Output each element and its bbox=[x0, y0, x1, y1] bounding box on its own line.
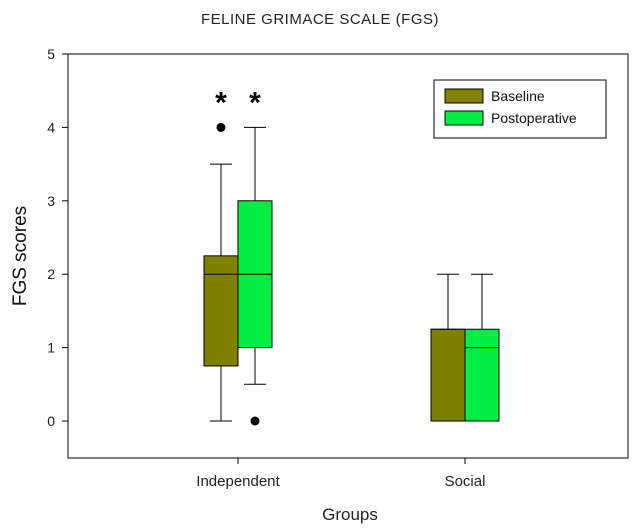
legend-label-baseline: Baseline bbox=[491, 88, 545, 104]
annotations: * * bbox=[215, 86, 261, 119]
x-tick-label: Independent bbox=[196, 473, 280, 490]
y-tick-label: 5 bbox=[47, 46, 55, 62]
x-axis: Independent Social bbox=[196, 458, 485, 490]
y-axis: 0 1 2 3 4 5 bbox=[47, 46, 68, 429]
box-iqr bbox=[464, 328, 500, 422]
x-tick-label: Social bbox=[445, 473, 486, 490]
box-iqr bbox=[430, 328, 466, 422]
significance-star: * bbox=[215, 86, 227, 119]
legend-swatch-baseline bbox=[444, 88, 484, 104]
box-postoperative-independent bbox=[237, 126, 273, 426]
y-tick-label: 4 bbox=[47, 119, 55, 135]
y-tick-label: 0 bbox=[47, 413, 55, 429]
legend-swatch-postoperative bbox=[444, 110, 484, 126]
plot-frame bbox=[67, 53, 629, 459]
box-baseline-independent bbox=[203, 122, 239, 422]
y-tick-label: 3 bbox=[47, 193, 55, 209]
y-axis-title: FGS scores bbox=[10, 206, 31, 306]
significance-star: * bbox=[249, 86, 261, 119]
outlier-point bbox=[216, 122, 226, 132]
box-postoperative-social bbox=[464, 273, 500, 422]
x-axis-title: Groups bbox=[322, 505, 378, 524]
chart-title: FELINE GRIMACE SCALE (FGS) bbox=[201, 11, 439, 28]
boxes bbox=[203, 122, 500, 426]
outlier-point bbox=[250, 416, 260, 426]
legend-label-postoperative: Postoperative bbox=[491, 110, 577, 126]
legend: Baseline Postoperative bbox=[433, 79, 607, 139]
y-tick-label: 2 bbox=[47, 266, 55, 282]
box-baseline-social bbox=[430, 273, 466, 422]
box-iqr bbox=[203, 255, 239, 367]
y-tick-label: 1 bbox=[47, 340, 55, 356]
